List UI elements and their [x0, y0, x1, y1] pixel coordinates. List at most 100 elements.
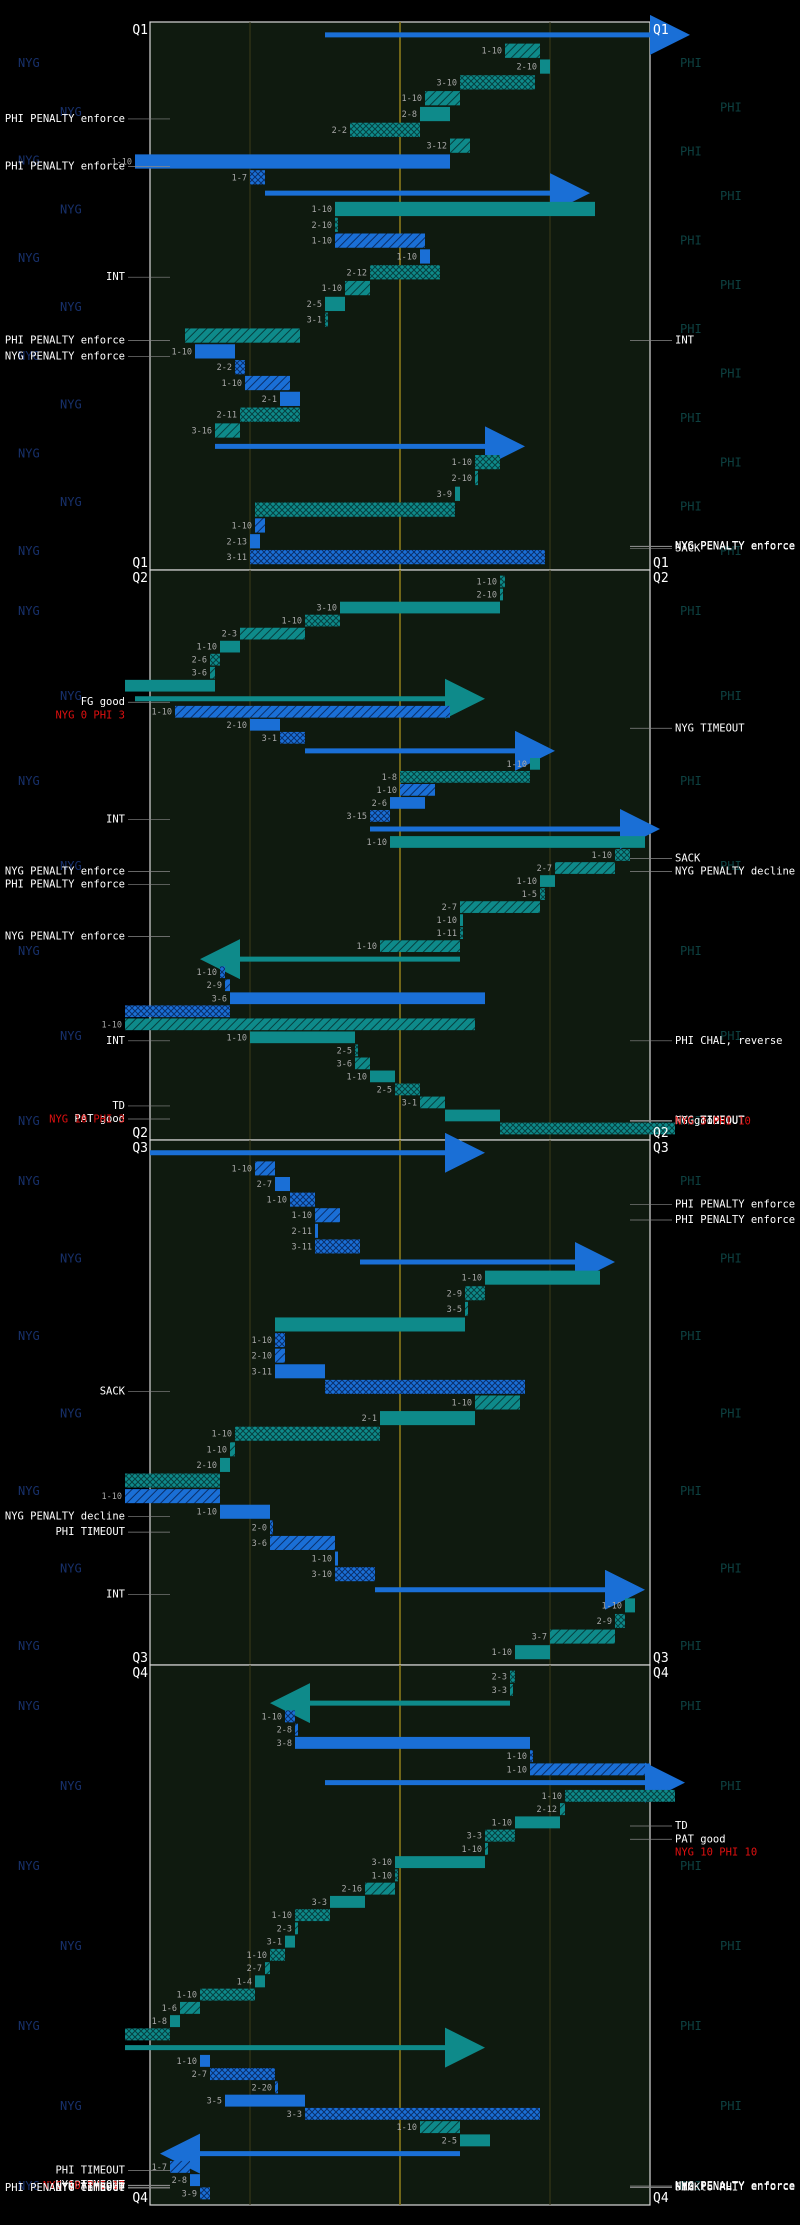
play-bar-q3-21 [125, 1473, 220, 1488]
event-left-q2-4: PHI PENALTY enforce [5, 879, 125, 891]
play-bar-q4-0 [510, 1670, 515, 1683]
play-bar-q2-12 [280, 731, 305, 744]
play-bar-q2-33 [125, 1005, 230, 1018]
play-bar-q4-10 [560, 1803, 565, 1816]
play-bar-q3-20 [220, 1457, 230, 1472]
play-downdist-q1-15: 2-12 [347, 268, 367, 278]
play-bar-q1-33 [250, 549, 545, 565]
play-bar-q2-25 [460, 901, 540, 913]
play-downdist-q2-1: 2-10 [477, 591, 497, 601]
play-downdist-q1-3: 3-10 [437, 78, 457, 88]
play-bar-q4-32 [225, 2094, 305, 2107]
play-downdist-q2-12: 3-1 [262, 734, 277, 744]
play-bar-q1-16 [345, 280, 370, 296]
play-downdist-q4-16: 2-16 [342, 1885, 362, 1895]
play-bar-q1-3 [460, 75, 535, 90]
play-bar-q3-14 [275, 1364, 325, 1379]
play-downdist-q3-27: 3-10 [312, 1570, 332, 1580]
event-left-q2-7: TD [112, 1100, 125, 1112]
event-left-q4-2: TD [112, 2179, 125, 2191]
watermark-left-q3-4: NYG [18, 1484, 40, 1498]
quarter-label-q2-top-left: Q2 [132, 571, 148, 586]
quarter-label-q3-top-right: Q3 [653, 1141, 669, 1156]
event-left-q1-4: NYG PENALTY enforce [5, 350, 125, 362]
play-bar-q2-32 [230, 992, 485, 1005]
watermark-left-q4-4: NYG [18, 2019, 40, 2033]
play-downdist-q2-39: 2-5 [377, 1085, 392, 1095]
event-right-q2-1: SACK [675, 853, 701, 865]
play-bar-q3-10 [465, 1301, 468, 1316]
play-bar-q4-19 [295, 1922, 298, 1935]
play-downdist-q3-8: 1-10 [462, 1274, 482, 1284]
play-downdist-q2-31: 2-9 [207, 981, 222, 991]
watermark-left-q1-2: NYG [18, 154, 40, 168]
play-downdist-q1-5: 2-8 [402, 110, 417, 120]
play-downdist-q2-26: 1-10 [437, 916, 457, 926]
play-downdist-q4-1: 3-3 [492, 1686, 507, 1696]
play-downdist-q3-22: 1-10 [102, 1492, 122, 1502]
play-downdist-q1-25: 3-16 [192, 427, 212, 437]
event-right-q2-3: PHI CHAL, reverse [675, 1035, 782, 1047]
play-bar-q4-17 [330, 1895, 365, 1908]
play-bar-q4-1 [510, 1683, 513, 1696]
watermark-right-q1-9: PHI [720, 455, 742, 469]
event-left-q2-0: FG good [81, 696, 125, 708]
play-bar-q2-3 [305, 614, 340, 627]
play-bar-q3-11 [275, 1317, 465, 1332]
play-downdist-q4-7: 1-10 [507, 1765, 527, 1775]
play-bar-q4-39 [200, 2187, 210, 2200]
watermark-left-q1-5: NYG [60, 300, 82, 314]
play-downdist-q1-18: 3-1 [307, 316, 322, 326]
play-bar-q2-17 [390, 797, 425, 809]
play-downdist-q2-25: 2-7 [442, 903, 457, 913]
play-downdist-q2-36: 2-5 [337, 1046, 352, 1056]
play-downdist-q2-35: 1-10 [227, 1033, 247, 1043]
play-bar-q1-32 [250, 534, 260, 549]
event-right-q4-2: NYG 10 PHI 10 [675, 1847, 757, 1859]
quarter-label-q4-top-right: Q4 [653, 1666, 669, 1681]
play-downdist-q4-17: 3-3 [312, 1898, 327, 1908]
play-bar-q2-2 [340, 601, 500, 614]
watermark-left-q3-3: NYG [60, 1407, 82, 1421]
watermark-right-q1-6: PHI [680, 322, 702, 336]
watermark-right-q4-6: PHI [680, 2179, 702, 2193]
watermark-right-q4-4: PHI [680, 2019, 702, 2033]
play-downdist-q4-13: 1-10 [462, 1845, 482, 1855]
play-downdist-q2-15: 1-8 [382, 773, 397, 783]
play-bar-q2-14 [530, 757, 540, 770]
play-bar-q2-24 [540, 888, 545, 900]
play-downdist-q2-2: 3-10 [317, 604, 337, 614]
watermark-right-q2-4: PHI [680, 944, 702, 958]
play-bar-q2-11 [250, 718, 280, 731]
watermark-left-q1-10: NYG [18, 544, 40, 558]
play-bar-q4-20 [285, 1935, 295, 1948]
play-bar-q4-34 [420, 2121, 460, 2134]
play-downdist-q3-19: 1-10 [207, 1445, 227, 1455]
play-bar-q3-9 [465, 1286, 485, 1301]
play-downdist-q1-9: 1-7 [232, 173, 247, 183]
play-downdist-q4-22: 2-7 [247, 1964, 262, 1974]
play-bar-q1-25 [215, 423, 240, 438]
event-right-q3-1: PHI PENALTY enforce [675, 1214, 795, 1226]
play-downdist-q2-14: 1-10 [507, 760, 527, 770]
play-downdist-q2-32: 3-6 [212, 994, 227, 1004]
event-right-q2-6: FG good [675, 1115, 719, 1127]
play-downdist-q2-34: 1-10 [102, 1020, 122, 1030]
play-bar-q3-3 [290, 1192, 315, 1207]
play-bar-q2-15 [400, 771, 530, 783]
play-downdist-q3-2: 2-7 [257, 1180, 272, 1190]
play-downdist-q1-20: 1-10 [172, 347, 192, 357]
play-downdist-q2-3: 1-10 [282, 617, 302, 627]
play-bar-q4-11 [515, 1816, 560, 1829]
event-left-q1-3: PHI PENALTY enforce [5, 334, 125, 346]
play-bar-q2-1 [500, 588, 503, 601]
play-bar-q4-31 [275, 2081, 278, 2094]
play-downdist-q4-12: 3-3 [467, 1832, 482, 1842]
watermark-left-q2-5: NYG [60, 1029, 82, 1043]
play-bar-q1-6 [350, 122, 420, 137]
play-downdist-q3-6: 3-11 [292, 1242, 312, 1252]
play-bar-q1-23 [280, 391, 300, 406]
play-downdist-q2-30: 1-10 [197, 968, 217, 978]
play-bar-q4-16 [365, 1882, 395, 1895]
